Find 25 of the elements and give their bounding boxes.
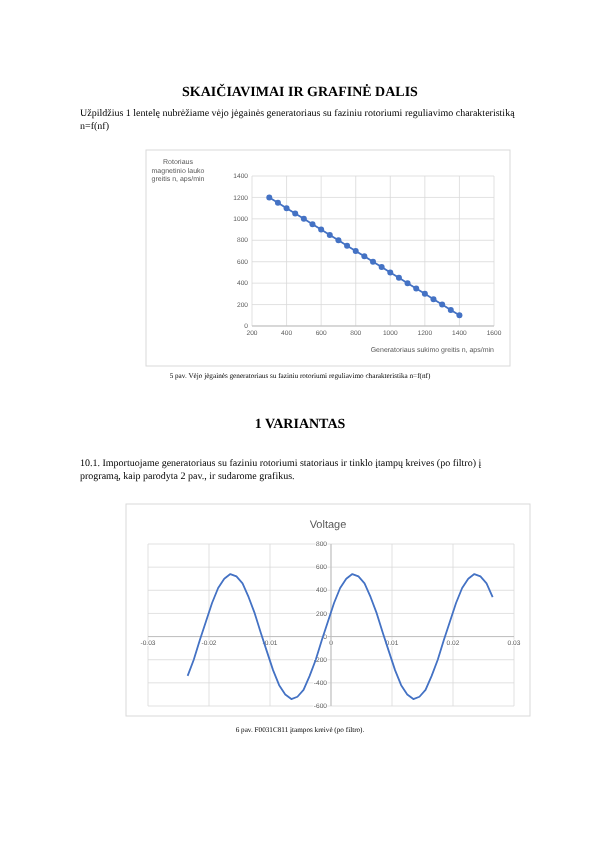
point <box>361 253 368 260</box>
point <box>309 221 316 228</box>
point <box>447 306 454 313</box>
point <box>387 269 394 276</box>
point <box>344 242 351 249</box>
point <box>283 205 290 212</box>
line-series <box>186 573 494 700</box>
point <box>404 280 411 287</box>
point <box>456 312 463 319</box>
line-series <box>266 194 463 319</box>
point <box>292 210 299 217</box>
point <box>300 215 307 222</box>
point <box>439 301 446 308</box>
point <box>326 231 333 238</box>
point <box>352 248 359 254</box>
point <box>335 237 342 244</box>
point <box>421 290 428 297</box>
point <box>395 274 402 281</box>
point <box>378 264 385 271</box>
point <box>274 199 281 206</box>
point <box>266 194 273 201</box>
point <box>413 285 420 292</box>
point <box>370 258 376 265</box>
point <box>318 226 325 233</box>
point <box>430 296 437 303</box>
